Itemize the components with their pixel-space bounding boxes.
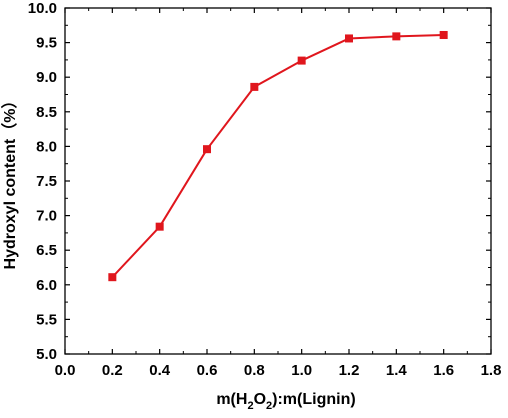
y-tick-label: 7.0	[36, 208, 57, 225]
plot-frame	[64, 7, 492, 355]
x-axis: 0.0 0.2 0.4 0.6 0.8 1.0 1.2 1.4 1.6 1.8	[55, 8, 502, 379]
data-point-marker	[439, 30, 448, 39]
series-line	[111, 33, 444, 278]
y-tick-label: 9.5	[36, 35, 57, 52]
y-tick-label: 6.5	[36, 242, 57, 259]
x-tick-label: 1.2	[339, 362, 360, 379]
data-series	[108, 30, 448, 282]
x-tick-label: 1.4	[386, 362, 408, 379]
y-tick-label: 7.5	[36, 173, 57, 190]
y-tick-label: 9.0	[36, 69, 57, 86]
x-axis-title: m(H2O2):m(Lignin)	[216, 391, 355, 412]
x-axis-title-suffix: ):m(Lignin)	[272, 391, 356, 408]
x-axis-title-subscript: 2	[247, 400, 253, 412]
x-axis-title-subscript: 2	[266, 400, 272, 412]
x-tick-label: 0.8	[244, 362, 265, 379]
x-tick-label: 1.6	[433, 362, 454, 379]
x-tick-label: 1.0	[291, 362, 312, 379]
data-point-marker	[392, 32, 401, 41]
data-point-marker	[297, 56, 306, 65]
x-tick-label: 1.8	[481, 362, 502, 379]
x-tick-label: 0.2	[102, 362, 123, 379]
data-point-marker	[203, 145, 211, 154]
data-point-marker	[108, 273, 117, 282]
x-tick-label: 0.6	[197, 362, 218, 379]
y-tick-label: 5.0	[36, 346, 57, 363]
x-axis-title-prefix: m(H	[216, 391, 247, 408]
y-tick-label: 5.5	[36, 311, 57, 328]
y-axis-title: Hydroxyl content（%）	[1, 93, 19, 270]
y-tick-label: 10.0	[28, 0, 57, 17]
x-axis-title-mid: O	[254, 391, 266, 408]
plot-area	[64, 7, 492, 355]
y-axis: 5.0 5.5 6.0 6.5 7.0 7.5 8.0 8.5 9.0 9.5 10.0	[28, 0, 491, 363]
y-tick-label: 8.5	[36, 104, 57, 121]
y-tick-label: 6.0	[36, 277, 57, 294]
y-tick-label: 8.0	[36, 138, 57, 155]
x-tick-label: 0.0	[55, 362, 76, 379]
x-tick-label: 0.4	[149, 362, 171, 379]
data-point-marker	[155, 222, 164, 231]
data-point-marker	[250, 82, 259, 91]
data-point-marker	[345, 34, 353, 43]
